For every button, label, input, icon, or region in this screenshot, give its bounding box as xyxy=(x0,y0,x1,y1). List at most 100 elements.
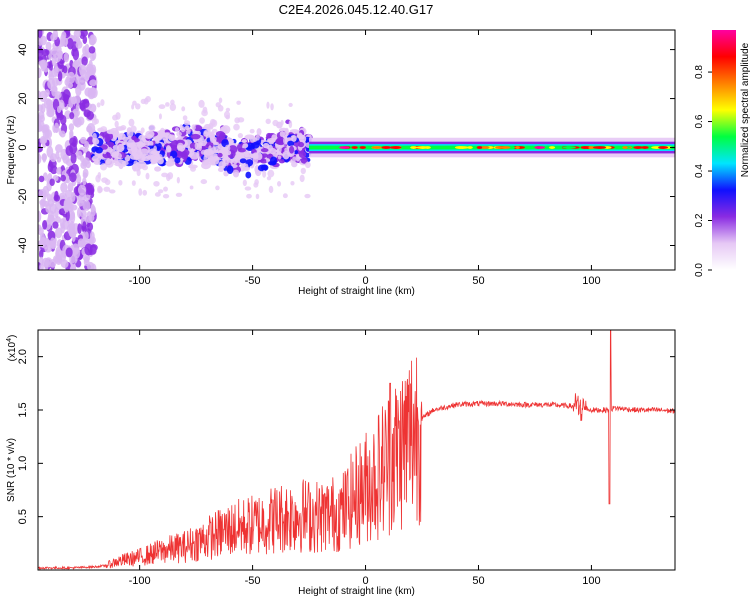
heat-cell xyxy=(71,243,80,254)
heat-cell xyxy=(176,131,182,137)
heat-cell xyxy=(141,155,145,161)
heat-cell xyxy=(278,159,285,164)
heat-cell xyxy=(158,113,162,120)
heat-cell xyxy=(67,71,76,84)
heat-cell xyxy=(60,34,66,43)
heat-cell xyxy=(241,138,247,144)
heat-cell xyxy=(476,146,483,149)
heat-cell xyxy=(48,70,53,78)
heat-cell xyxy=(131,180,136,186)
heat-cell xyxy=(38,153,42,165)
heatmap-frame xyxy=(37,29,676,271)
heat-cell xyxy=(198,99,205,108)
heat-cell xyxy=(400,146,405,149)
heat-cell xyxy=(183,120,191,126)
heat-cell xyxy=(145,95,151,103)
heat-cell xyxy=(202,106,208,114)
heat-cell xyxy=(169,144,178,152)
heat-cell xyxy=(245,171,252,179)
heat-cell xyxy=(381,146,391,149)
line-ytick-label: 1.0 xyxy=(17,456,29,471)
heat-cell xyxy=(105,159,114,168)
heat-cell xyxy=(266,132,272,139)
heat-cell xyxy=(90,204,95,213)
heat-cell xyxy=(73,30,82,38)
heat-cell xyxy=(157,189,164,194)
heat-cell xyxy=(165,173,171,182)
heat-cell xyxy=(213,145,221,153)
heat-cell xyxy=(292,156,296,163)
heat-cell xyxy=(153,145,157,152)
heat-cell xyxy=(252,137,258,142)
heat-cell xyxy=(49,241,57,250)
heat-cell xyxy=(65,176,71,184)
line-ytick-label: 1.5 xyxy=(17,402,29,417)
heat-cell xyxy=(59,208,66,216)
heat-cell xyxy=(45,41,52,51)
line-xtick-label: -50 xyxy=(245,575,261,587)
heat-cell xyxy=(359,146,367,149)
heat-cell xyxy=(268,185,274,194)
heat-cell xyxy=(39,59,48,70)
heat-cell xyxy=(200,149,208,155)
heat-cell xyxy=(218,97,223,104)
heat-cell xyxy=(92,132,97,141)
heat-cell xyxy=(289,129,300,134)
heat-cell xyxy=(351,146,358,149)
heat-cell xyxy=(75,75,81,85)
heat-cell xyxy=(133,155,139,160)
heat-cell xyxy=(291,134,297,142)
colorbar-tick-label: 0.4 xyxy=(694,164,705,178)
heat-cell xyxy=(289,145,295,154)
heat-cell xyxy=(224,144,231,152)
heat-cell xyxy=(211,128,218,133)
line-xtick-label: -100 xyxy=(129,575,151,587)
heat-cell xyxy=(182,115,188,121)
heat-cell xyxy=(190,133,201,140)
heat-cell xyxy=(588,146,595,149)
heat-cell xyxy=(203,155,208,162)
colorbar-tick-label: 0.2 xyxy=(694,213,705,227)
heat-cell xyxy=(69,204,78,211)
heat-cell xyxy=(391,146,402,149)
heat-cell xyxy=(86,261,95,270)
heat-cell xyxy=(169,155,173,162)
heat-cell xyxy=(68,96,74,109)
heat-cell xyxy=(174,127,180,133)
heat-cell xyxy=(150,150,160,155)
heat-cell xyxy=(81,158,88,167)
heat-cell xyxy=(91,117,98,126)
heat-cell xyxy=(148,124,156,132)
heat-cell xyxy=(67,182,74,192)
heat-cell xyxy=(88,46,96,54)
line-ytick-label: 0.5 xyxy=(17,509,29,524)
heat-cell xyxy=(136,168,141,177)
heat-cell xyxy=(116,143,125,152)
line-ylabel: SNR (10 * v/v) xyxy=(6,438,17,502)
heat-cell xyxy=(256,152,263,161)
heat-cell xyxy=(191,124,196,131)
heat-cell xyxy=(298,141,305,148)
heat-cell xyxy=(562,146,576,149)
multiplier-base: (x10 xyxy=(7,341,18,361)
heat-cell xyxy=(100,99,105,107)
heat-cell xyxy=(84,256,90,264)
heat-cell xyxy=(221,160,229,166)
line-xtick-label: 50 xyxy=(472,575,484,587)
line-xlabel: Height of straight line (km) xyxy=(298,586,415,597)
heat-cell xyxy=(49,178,55,187)
heat-cell xyxy=(52,221,59,229)
heat-cell xyxy=(46,61,52,69)
heat-cell xyxy=(300,157,308,164)
heat-cell xyxy=(267,169,275,178)
heat-cell xyxy=(55,227,63,239)
heat-ytick-label: -20 xyxy=(17,189,29,205)
heat-cell xyxy=(181,106,186,112)
heat-cell xyxy=(455,146,469,149)
heat-cell xyxy=(86,68,93,77)
heat-xlabel: Height of straight line (km) xyxy=(298,286,415,297)
heat-cell xyxy=(262,143,270,148)
heat-cell xyxy=(54,52,62,63)
heat-cell xyxy=(217,152,223,158)
heat-cell xyxy=(424,146,431,149)
